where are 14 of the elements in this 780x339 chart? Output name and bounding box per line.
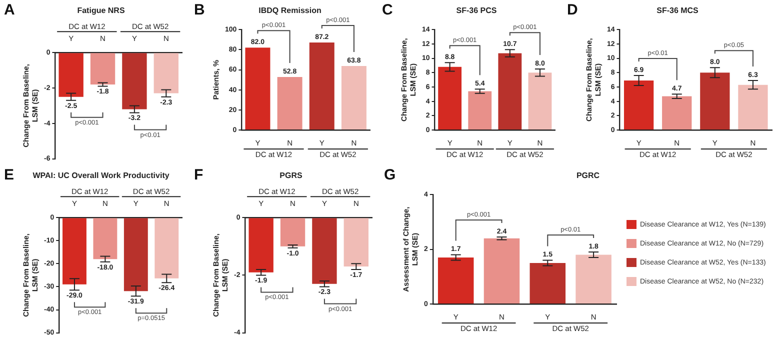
chart-title: PGRS [280,171,303,180]
text: A [4,2,15,19]
chart-title: SF-36 MCS [656,6,700,16]
text: G [384,166,396,184]
text: C [382,2,393,19]
text: E [4,166,14,184]
chart-title: WPAI: UC Overall Work Productivity [32,171,170,180]
text: D [567,2,578,19]
chart-title: Fatigue NRS [77,6,126,16]
chart-title: SF-36 PCS [456,6,498,16]
chart-title: IBDQ Remission [258,6,322,16]
chart-title: PGRC [576,171,600,180]
text: B [194,2,205,19]
text: F [194,166,204,184]
